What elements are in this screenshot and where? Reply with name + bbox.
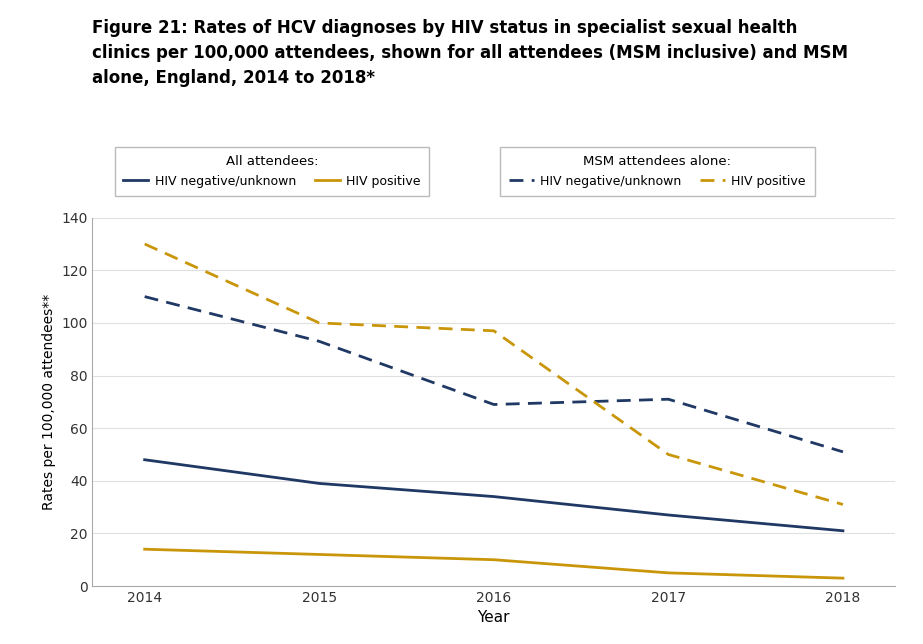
Y-axis label: Rates per 100,000 attendees**: Rates per 100,000 attendees** [42, 294, 55, 510]
X-axis label: Year: Year [477, 611, 510, 625]
Legend: HIV negative/unknown, HIV positive: HIV negative/unknown, HIV positive [500, 147, 815, 196]
Text: Figure 21: Rates of HCV diagnoses by HIV status in specialist sexual health
clin: Figure 21: Rates of HCV diagnoses by HIV… [92, 19, 848, 88]
